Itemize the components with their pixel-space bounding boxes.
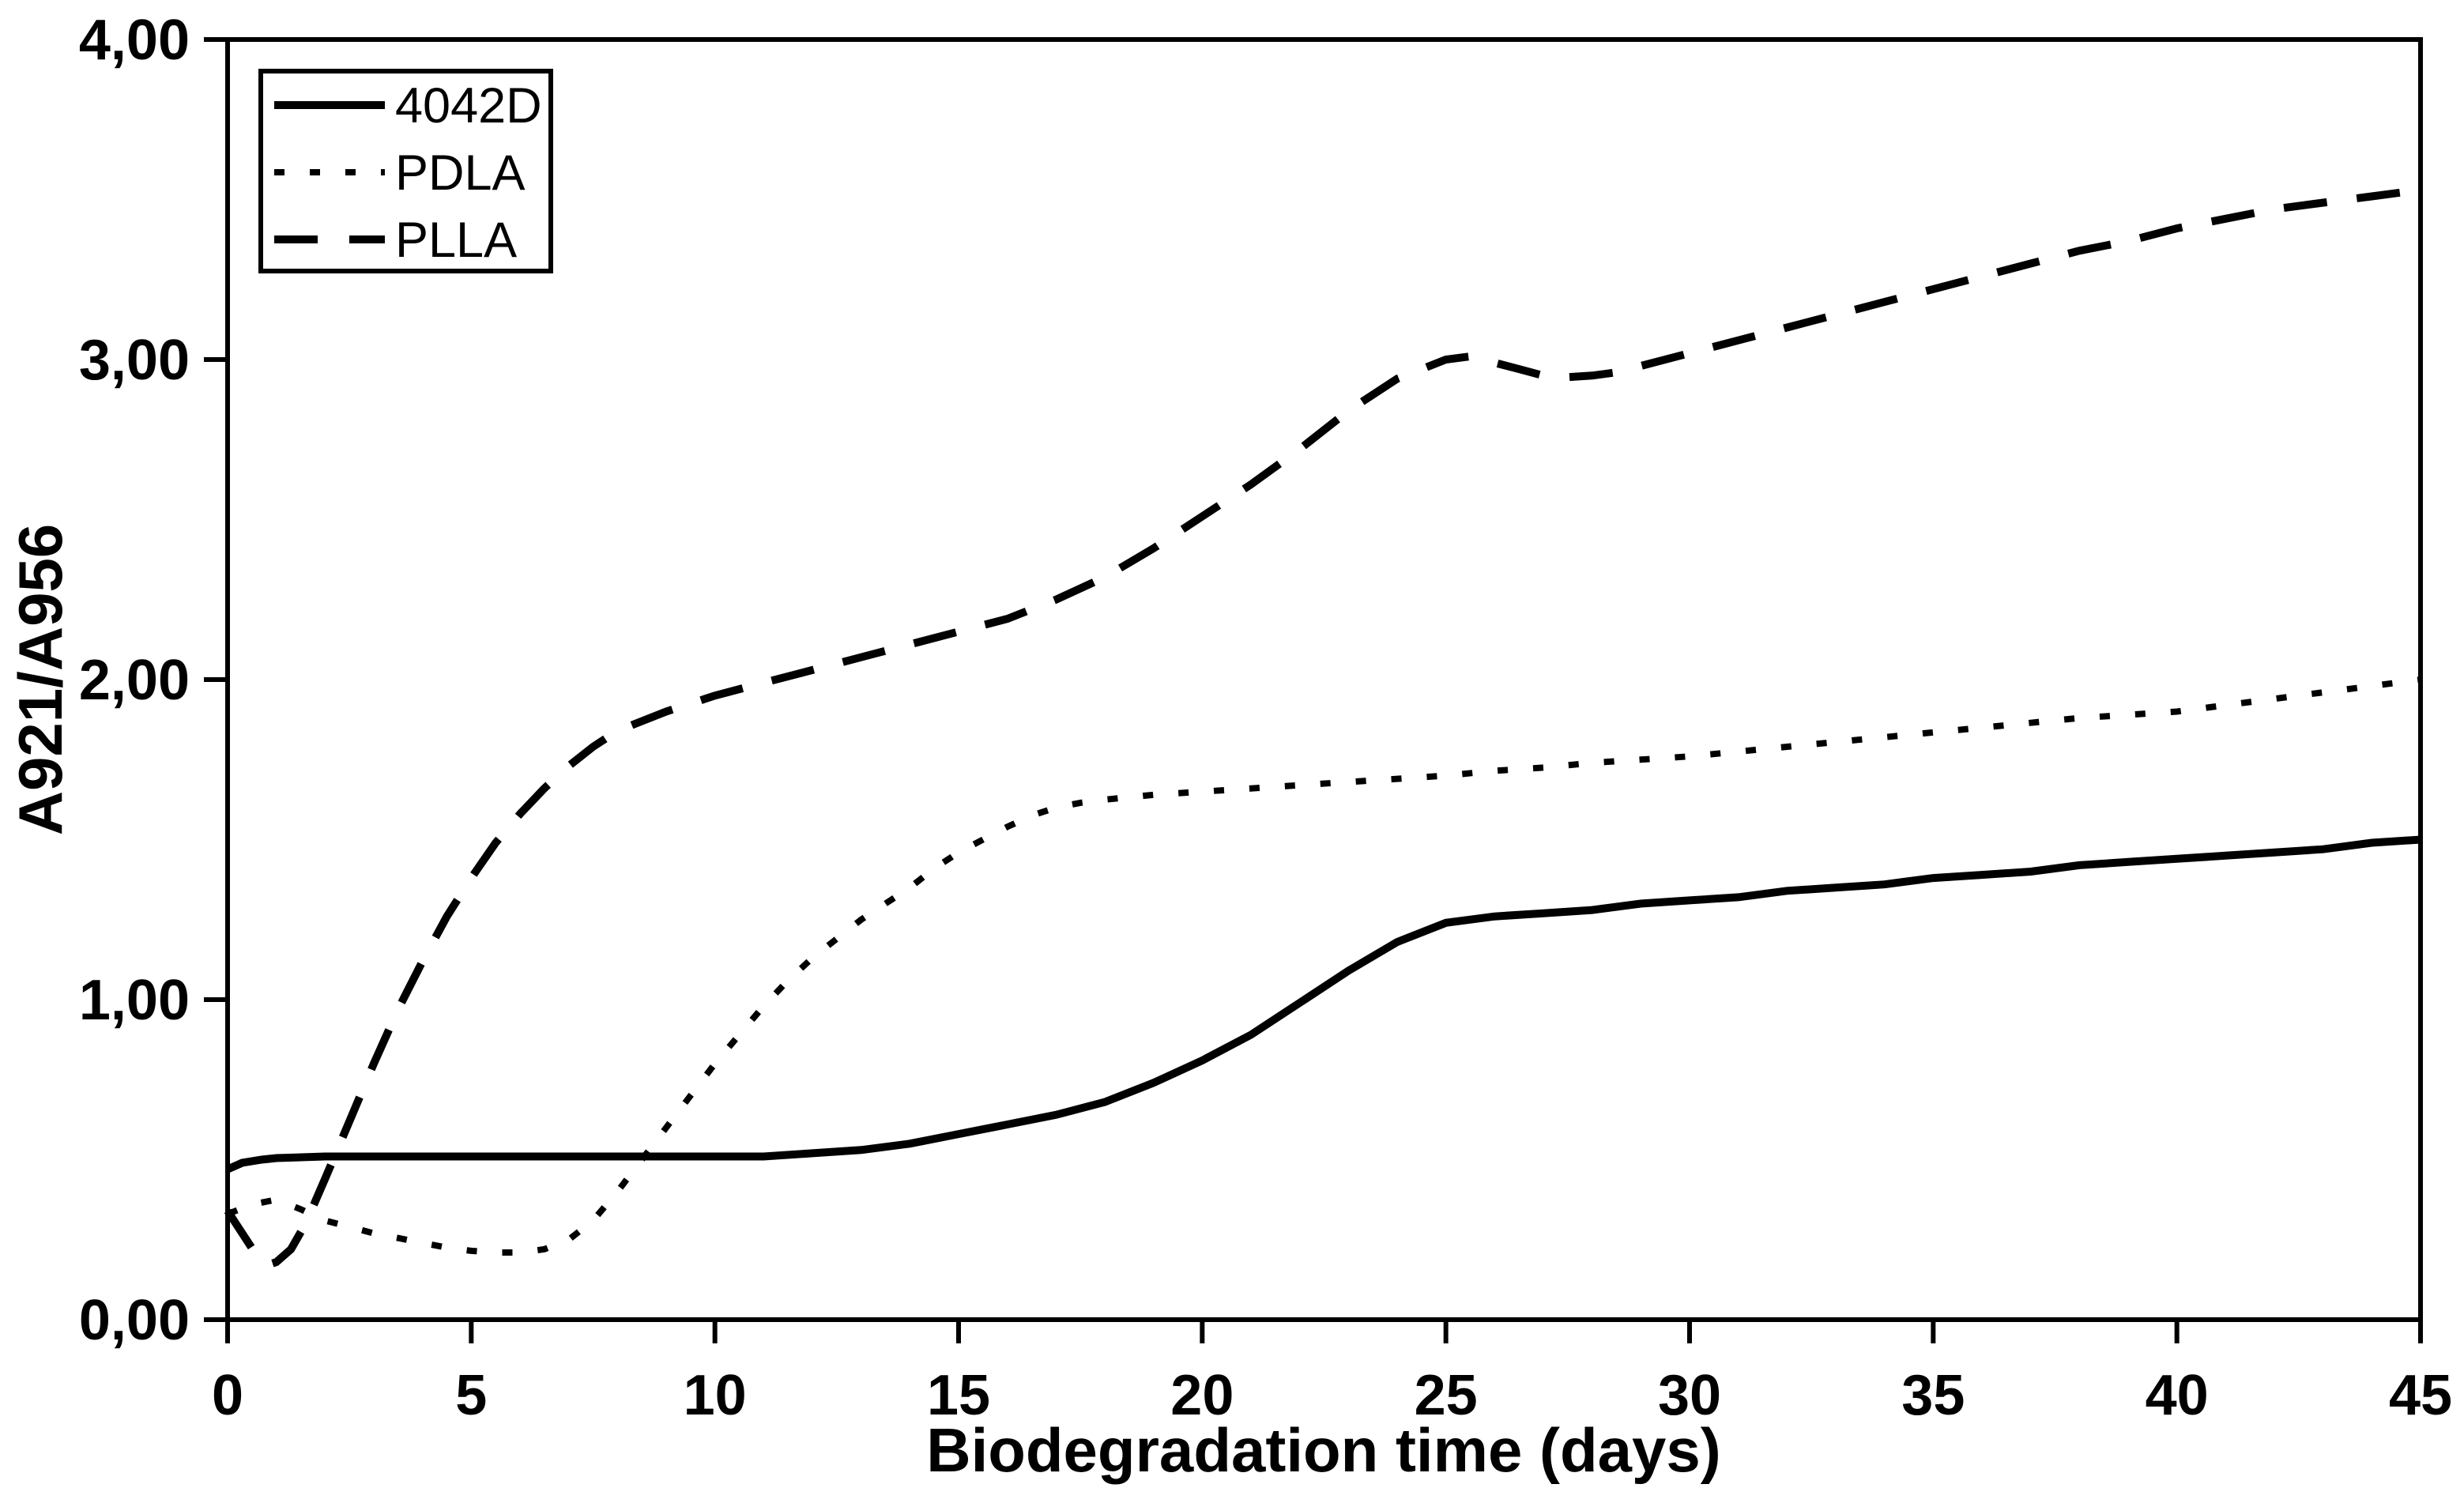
x-tick-label: 35 — [1901, 1364, 1965, 1427]
x-tick-label: 0 — [212, 1364, 243, 1427]
x-axis-title: Biodegradation time (days) — [926, 1415, 1720, 1485]
y-tick-label: 0,00 — [79, 1289, 190, 1352]
y-tick-label: 3,00 — [79, 329, 190, 392]
y-axis-title: A921/A956 — [6, 524, 75, 836]
legend-item-4042d: 4042D — [274, 78, 542, 134]
line-plla — [224, 186, 2421, 1270]
legend-item-pdla: PDLA — [274, 145, 526, 201]
legend-label-plla: PLLA — [395, 213, 517, 268]
y-tick-label: 2,00 — [79, 649, 190, 712]
x-tick-label: 20 — [1170, 1364, 1234, 1427]
x-tick-label: 45 — [2389, 1364, 2452, 1427]
legend: 4042D PDLA PLLA — [258, 69, 553, 273]
y-tick-label: 1,00 — [79, 969, 190, 1032]
x-tick-label: 25 — [1415, 1364, 1478, 1427]
legend-label-4042d: 4042D — [395, 78, 542, 134]
plot-area-frame — [225, 37, 2423, 1322]
legend-item-plla: PLLA — [274, 213, 517, 268]
x-tick-label: 10 — [684, 1364, 747, 1427]
legend-label-pdla: PDLA — [395, 145, 526, 201]
x-axis-ticks: 0 5 10 15 20 25 30 35 40 45 — [212, 1320, 2452, 1427]
x-tick-label: 40 — [2146, 1364, 2209, 1427]
legend-box — [258, 69, 553, 273]
y-axis-ticks: 0,00 1,00 2,00 3,00 4,00 — [79, 9, 228, 1352]
x-tick-label: 15 — [927, 1364, 990, 1427]
x-tick-label: 30 — [1658, 1364, 1721, 1427]
line-pdla — [226, 676, 2421, 1256]
line-4042d — [225, 835, 2421, 1173]
x-tick-label: 5 — [455, 1364, 487, 1427]
y-tick-label: 4,00 — [79, 9, 190, 72]
series-lines — [224, 186, 2421, 1270]
